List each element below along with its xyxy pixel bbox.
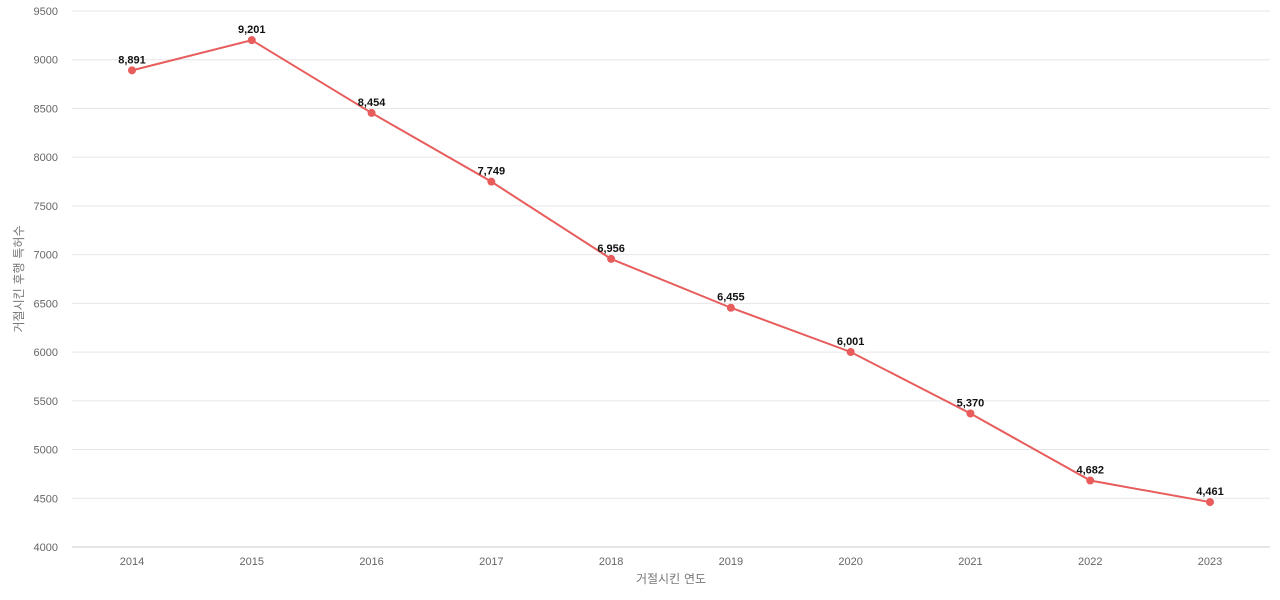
data-label: 6,001 [837, 336, 865, 348]
y-tick-label: 7500 [34, 201, 58, 213]
x-tick-label: 2018 [599, 556, 623, 568]
data-point [966, 409, 975, 418]
y-tick-label: 5500 [34, 396, 58, 408]
x-tick-label: 2017 [479, 556, 503, 568]
x-tick-label: 2023 [1198, 556, 1222, 568]
data-point [367, 108, 376, 117]
y-tick-label: 5000 [34, 445, 58, 457]
y-tick-label: 8000 [34, 152, 58, 164]
y-axis-title: 거절시킨 후행 특허수 [11, 226, 26, 333]
x-axis-ticks: 2014 2015 2016 2017 2018 2019 2020 2021 2022 2023 [120, 556, 1222, 568]
data-point [128, 66, 136, 75]
y-tick-label: 9500 [34, 6, 58, 18]
data-point [726, 303, 735, 312]
data-point [1086, 476, 1095, 485]
data-label: 4,682 [1076, 465, 1104, 477]
y-axis-ticks: 4000 4500 5000 5500 6000 6500 7000 7500 8000 8500… [34, 6, 58, 554]
data-label: 6,455 [717, 292, 745, 304]
data-point [607, 254, 616, 263]
series-line [131, 39, 1211, 504]
x-tick-label: 2015 [240, 556, 264, 568]
y-tick-label: 4000 [34, 542, 58, 554]
x-tick-label: 2014 [120, 556, 144, 568]
data-point [247, 36, 256, 45]
data-label: 8,454 [358, 97, 386, 109]
grid-lines [72, 10, 1270, 499]
x-tick-label: 2020 [838, 556, 862, 568]
data-label: 7,749 [478, 166, 506, 178]
data-label: 5,370 [957, 397, 985, 409]
data-points [128, 36, 1214, 507]
data-point [1206, 498, 1214, 507]
data-label: 8,891 [118, 54, 146, 66]
data-label: 4,461 [1196, 486, 1224, 498]
x-tick-label: 2019 [719, 556, 743, 568]
data-point [487, 177, 496, 186]
y-tick-label: 4500 [34, 493, 58, 505]
y-tick-label: 7000 [34, 250, 58, 262]
x-tick-label: 2016 [359, 556, 383, 568]
y-tick-label: 9000 [34, 55, 58, 67]
data-label: 6,956 [597, 243, 625, 255]
data-point [846, 347, 855, 356]
data-label: 9,201 [238, 24, 266, 36]
y-tick-label: 6000 [34, 347, 58, 359]
x-tick-label: 2021 [958, 556, 982, 568]
x-axis-title: 거절시킨 연도 [636, 572, 706, 586]
y-tick-label: 6500 [34, 298, 58, 310]
y-tick-label: 8500 [34, 103, 58, 115]
x-tick-label: 2022 [1078, 556, 1102, 568]
data-labels: 8,891 9,201 8,454 7,749 6,956 6,455 6,001 5,370… [118, 24, 1224, 498]
